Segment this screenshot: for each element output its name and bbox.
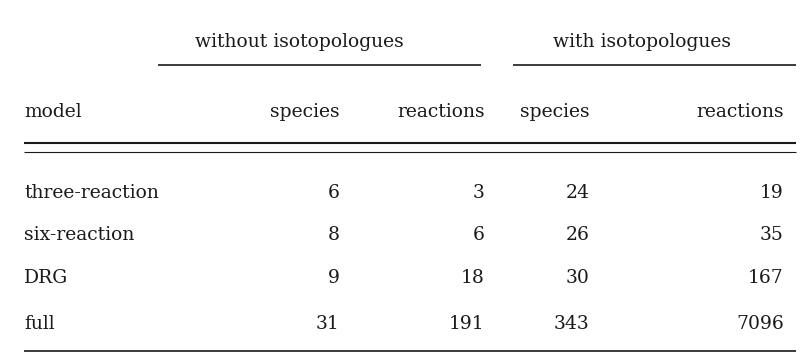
Text: 8: 8 [327,227,339,244]
Text: DRG: DRG [24,269,69,287]
Text: species: species [270,103,339,120]
Text: full: full [24,315,55,333]
Text: 35: 35 [760,227,784,244]
Text: reactions: reactions [398,103,485,120]
Text: reactions: reactions [696,103,784,120]
Text: model: model [24,103,82,120]
Text: species: species [520,103,590,120]
Text: 343: 343 [554,315,590,333]
Text: 6: 6 [327,184,339,202]
Text: with isotopologues: with isotopologues [553,34,731,51]
Text: 7096: 7096 [736,315,784,333]
Text: 19: 19 [760,184,784,202]
Text: 31: 31 [316,315,339,333]
Text: 18: 18 [461,269,485,287]
Text: 3: 3 [473,184,485,202]
Text: without isotopologues: without isotopologues [195,34,403,51]
Text: 30: 30 [566,269,590,287]
Text: 6: 6 [473,227,485,244]
Text: 191: 191 [449,315,485,333]
Text: 26: 26 [566,227,590,244]
Text: three-reaction: three-reaction [24,184,159,202]
Text: 167: 167 [748,269,784,287]
Text: six-reaction: six-reaction [24,227,135,244]
Text: 24: 24 [566,184,590,202]
Text: 9: 9 [327,269,339,287]
